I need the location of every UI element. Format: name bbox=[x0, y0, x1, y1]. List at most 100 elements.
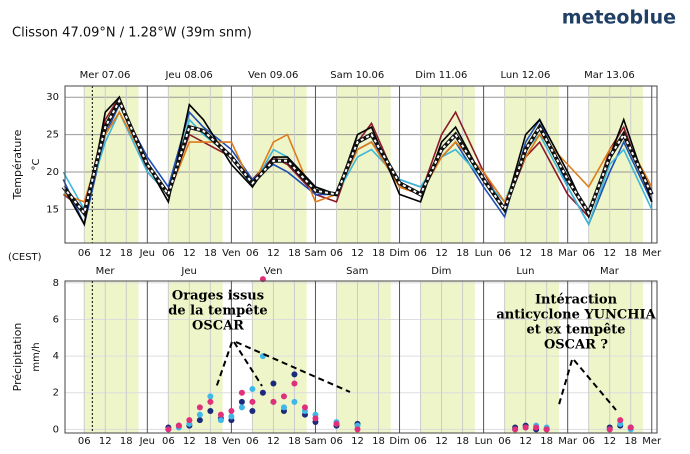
precip-dot bbox=[291, 398, 298, 405]
daylight-band bbox=[168, 281, 223, 433]
annotation: anticyclone YUNCHIA bbox=[496, 308, 656, 323]
precip-dot bbox=[207, 393, 214, 400]
x-tick-label: 12 bbox=[519, 248, 532, 259]
daylight-band bbox=[336, 281, 391, 433]
x-tick-label: 06 bbox=[162, 248, 175, 259]
x-tick-label: 18 bbox=[540, 248, 553, 259]
x-tick-label: 06 bbox=[498, 436, 511, 447]
x-tick-label: 12 bbox=[267, 436, 280, 447]
brand-logo[interactable]: meteoblue bbox=[562, 7, 676, 29]
x-tick-label: 12 bbox=[99, 248, 112, 259]
x-tick-label: 06 bbox=[582, 248, 595, 259]
day-label: Ven 09.06 bbox=[248, 70, 298, 81]
precip-dot bbox=[217, 411, 224, 418]
daylight-band bbox=[504, 86, 559, 243]
precip-dot bbox=[238, 404, 245, 411]
x-tick-label: Dim bbox=[389, 248, 409, 259]
precip-dot bbox=[312, 415, 319, 422]
x-tick-label: 18 bbox=[120, 436, 133, 447]
day-label: Jeu 08.06 bbox=[164, 70, 212, 81]
timezone: (CEST) bbox=[8, 252, 42, 263]
daylight-band bbox=[504, 281, 559, 433]
y-axis-unit: mm/h bbox=[31, 342, 42, 371]
x-tick-label: 12 bbox=[435, 436, 448, 447]
annotation: Orages issus bbox=[172, 289, 264, 304]
precip-dot bbox=[217, 417, 224, 424]
precip-dot bbox=[196, 417, 203, 424]
x-tick-label: 18 bbox=[204, 248, 217, 259]
precip-dot bbox=[238, 398, 245, 405]
y-tick-label: 30 bbox=[46, 92, 59, 103]
x-tick-label: 18 bbox=[288, 248, 301, 259]
day-label: Sam bbox=[346, 266, 368, 277]
x-tick-label: 06 bbox=[414, 436, 427, 447]
annotation: de la tempête bbox=[168, 304, 267, 319]
x-tick-label: 18 bbox=[456, 436, 469, 447]
precip-dot bbox=[196, 411, 203, 418]
day-label: Ven bbox=[264, 266, 283, 277]
precip-dot bbox=[627, 424, 634, 431]
mean-line-dash bbox=[62, 98, 653, 216]
day-label: Dim 11.06 bbox=[415, 70, 467, 81]
precip-dot bbox=[228, 413, 235, 420]
precip-dot bbox=[270, 380, 277, 387]
x-tick-label: 06 bbox=[246, 436, 259, 447]
x-tick-label: 12 bbox=[603, 248, 616, 259]
daylight-band bbox=[420, 86, 475, 243]
y-tick-label: 0 bbox=[53, 424, 59, 435]
x-tick-label: 06 bbox=[78, 248, 91, 259]
location: Clisson 47.09°N / 1.28°W (39m snm) bbox=[12, 26, 252, 41]
precip-dot bbox=[301, 404, 308, 411]
day-label: Mar bbox=[600, 266, 620, 277]
x-tick-label: Jeu bbox=[139, 248, 155, 259]
precip-dot bbox=[186, 417, 193, 424]
x-tick-label: 18 bbox=[204, 436, 217, 447]
x-tick-label: 06 bbox=[414, 248, 427, 259]
precip-dot bbox=[522, 424, 529, 431]
plot-frame bbox=[64, 85, 658, 244]
y-tick-label: 20 bbox=[46, 167, 59, 178]
x-tick-label: 12 bbox=[183, 248, 196, 259]
precip-dot bbox=[196, 404, 203, 411]
annotation: OSCAR bbox=[192, 319, 244, 334]
precip-dot bbox=[207, 398, 214, 405]
daylight-band bbox=[420, 281, 475, 433]
x-tick-label: Ven bbox=[222, 436, 241, 447]
x-tick-label: 18 bbox=[624, 248, 637, 259]
daylight-band bbox=[336, 86, 391, 243]
x-tick-label: 12 bbox=[351, 248, 364, 259]
x-tick-label: 12 bbox=[519, 436, 532, 447]
precip-dot bbox=[249, 398, 256, 405]
x-tick-label: Sam bbox=[304, 248, 326, 259]
x-tick-label: Sam bbox=[304, 436, 326, 447]
ensemble-line bbox=[62, 95, 653, 227]
y-tick-label: 2 bbox=[53, 388, 59, 399]
y-axis-unit: °C bbox=[31, 158, 42, 170]
x-tick-label: Lun bbox=[475, 248, 493, 259]
y-tick-label: 25 bbox=[46, 130, 59, 141]
daylight-band bbox=[588, 281, 643, 433]
precip-dot bbox=[291, 380, 298, 387]
precip-dot bbox=[291, 371, 298, 378]
daylight-band bbox=[252, 86, 307, 243]
x-tick-label: 18 bbox=[120, 248, 133, 259]
x-tick-label: 18 bbox=[372, 436, 385, 447]
x-tick-label: 06 bbox=[78, 436, 91, 447]
day-label: Mer 07.06 bbox=[80, 70, 131, 81]
x-tick-label: 18 bbox=[372, 248, 385, 259]
precip-dot bbox=[249, 386, 256, 393]
x-tick-label: 12 bbox=[351, 436, 364, 447]
y-axis-title: Température bbox=[11, 129, 24, 200]
x-tick-label: 12 bbox=[99, 436, 112, 447]
x-tick-label: 06 bbox=[330, 248, 343, 259]
day-label: Lun 12.06 bbox=[500, 70, 550, 81]
precip-dot bbox=[354, 426, 361, 433]
x-tick-label: 18 bbox=[540, 436, 553, 447]
x-tick-label: Jeu bbox=[139, 436, 155, 447]
precip-dot bbox=[543, 426, 550, 433]
x-tick-label: 18 bbox=[288, 436, 301, 447]
precip-dot bbox=[617, 417, 624, 424]
x-tick-label: 18 bbox=[624, 436, 637, 447]
annotation: et ex tempête bbox=[526, 323, 625, 338]
